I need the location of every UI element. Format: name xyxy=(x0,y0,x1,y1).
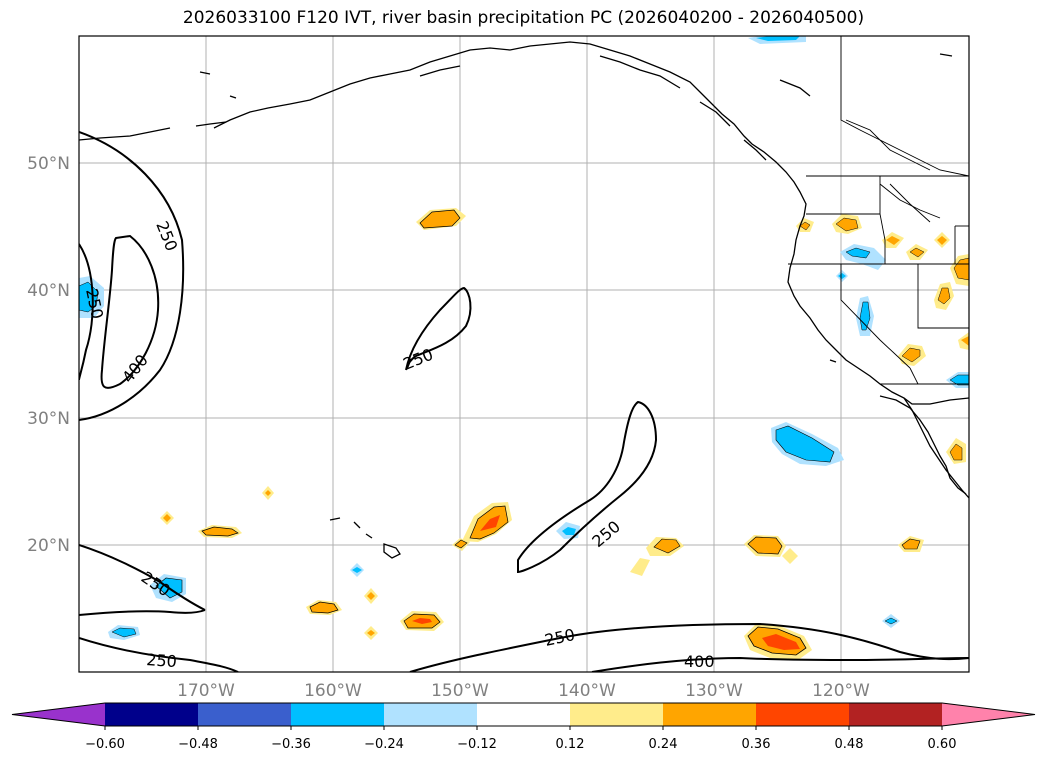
lon-label: 120°W xyxy=(812,681,870,701)
colorbar: −0.60 −0.48 −0.36 −0.24 −0.12 0.12 0.24 0.36 0.4… xyxy=(11,702,1036,752)
latitude-labels: 50°N 40°N 30°N 20°N xyxy=(27,154,70,556)
colorbar-tick-label: −0.36 xyxy=(271,737,311,752)
colorbar-tick-label: 0.48 xyxy=(835,737,864,752)
colorbar-segment xyxy=(105,703,199,726)
lon-label: 150°W xyxy=(431,681,489,701)
map-frame xyxy=(78,35,970,673)
colorbar-tick-label: 0.60 xyxy=(928,737,957,752)
lon-label: 170°W xyxy=(177,681,235,701)
lat-label: 50°N xyxy=(27,154,70,174)
colorbar-tick-label: 0.12 xyxy=(556,737,585,752)
map-title: 2026033100 F120 IVT, river basin precipi… xyxy=(182,8,865,28)
colorbar-tick-label: −0.60 xyxy=(85,737,125,752)
contour-label: 400 xyxy=(684,652,715,671)
colorbar-tick-label: −0.48 xyxy=(178,737,218,752)
colorbar-segment xyxy=(384,703,478,726)
colorbar-segment xyxy=(942,703,1035,726)
colorbar-segment xyxy=(477,703,571,726)
colorbar-segment xyxy=(849,703,943,726)
lat-label: 40°N xyxy=(27,281,70,301)
colorbar-tick-label: 0.24 xyxy=(649,737,678,752)
colorbar-tick-label: −0.24 xyxy=(364,737,404,752)
colorbar-segment xyxy=(12,703,105,726)
longitude-labels: 170°W 160°W 150°W 140°W 130°W 120°W xyxy=(177,681,870,701)
colorbar-segment xyxy=(570,703,664,726)
contour-label: 250 xyxy=(146,650,178,671)
coastlines xyxy=(79,41,969,559)
colorbar-segment xyxy=(198,703,292,726)
precip-anomalies xyxy=(79,36,969,660)
lat-label: 30°N xyxy=(27,409,70,429)
colorbar-segment xyxy=(291,703,385,726)
colorbar-tick-label: −0.12 xyxy=(457,737,497,752)
gridlines xyxy=(79,36,969,672)
political-borders xyxy=(788,36,969,385)
lon-label: 130°W xyxy=(685,681,743,701)
lon-label: 140°W xyxy=(558,681,616,701)
lon-label: 160°W xyxy=(304,681,362,701)
colorbar-segment xyxy=(663,703,757,726)
ivt-contours xyxy=(79,131,969,672)
lat-label: 20°N xyxy=(27,536,70,556)
map-area xyxy=(79,36,969,672)
colorbar-segment xyxy=(756,703,850,726)
colorbar-tick-label: 0.36 xyxy=(742,737,771,752)
